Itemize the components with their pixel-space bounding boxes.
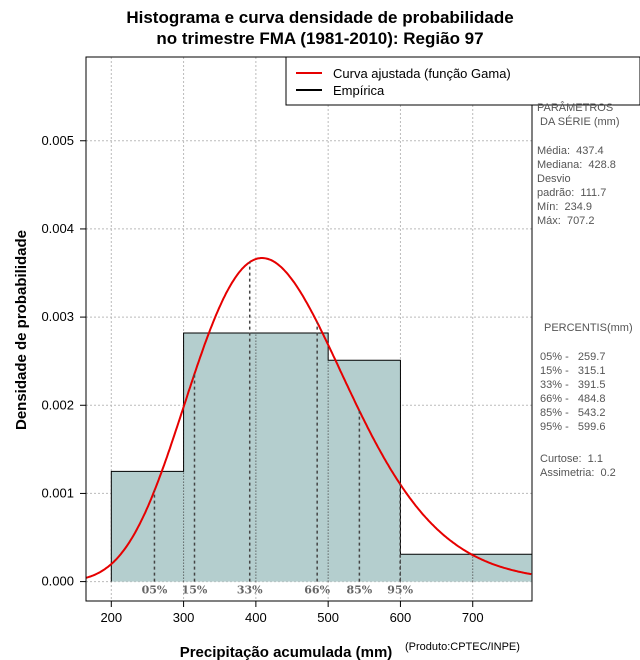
chart-title-line-1: Histograma e curva densidade de probabil… <box>126 8 514 27</box>
legend-label: Curva ajustada (função Gama) <box>333 66 511 81</box>
histogram-bar <box>183 332 256 582</box>
axes: 200 300 400 500 600 700 0.000 0.001 0.002 0.003 0.… <box>41 133 483 625</box>
legend: Curva ajustada (função Gama) Empírica <box>285 56 640 106</box>
x-tick-label: 400 <box>245 610 267 625</box>
x-tick-label: 600 <box>390 610 412 625</box>
bin-separators <box>183 332 474 582</box>
y-tick-label: 0.004 <box>41 221 74 236</box>
histogram-bar <box>328 360 401 582</box>
x-axis-label: Precipitação acumulada (mm) <box>180 644 393 660</box>
percentile-label: 66% <box>304 584 330 597</box>
histogram-bar <box>111 471 184 582</box>
empirical-outline <box>110 332 532 582</box>
percentile-markers: 05% 15% 33% 66% 85% 95% <box>142 262 414 597</box>
y-tick-label: 0.003 <box>41 309 74 324</box>
percentile-label: 95% <box>387 584 413 597</box>
x-tick-label: 200 <box>100 610 122 625</box>
percentile-label: 15% <box>182 584 208 597</box>
percentis-title: PERCENTIS(mm) <box>544 322 633 334</box>
y-axis-label: Densidade de probabilidade <box>13 230 30 430</box>
y-tick-label: 0.005 <box>41 133 74 148</box>
histogram-bar <box>255 332 329 582</box>
histogram-bar <box>472 554 532 582</box>
params-body: Média: 437.4 Mediana: 428.8 Desvio padrã… <box>537 145 616 227</box>
y-tick-label: 0.002 <box>41 397 74 412</box>
x-tick-label: 300 <box>173 610 195 625</box>
stats-body: Curtose: 1.1 Assimetria: 0.2 <box>540 453 616 479</box>
product-credit: (Produto:CPTEC/INPE) <box>405 641 520 653</box>
x-tick-label: 700 <box>462 610 484 625</box>
histogram-bar <box>400 554 473 582</box>
percentile-label: 33% <box>237 584 263 597</box>
percentile-label: 85% <box>347 584 373 597</box>
gamma-fit-curve <box>86 257 532 579</box>
chart-title-line-2: no trimestre FMA (1981-2010): Região 97 <box>156 29 484 48</box>
legend-label: Empírica <box>333 83 385 98</box>
percentile-label: 05% <box>142 584 168 597</box>
y-tick-label: 0.001 <box>41 485 74 500</box>
params-title: PARÂMETROS DA SÉRIE (mm) <box>537 102 620 128</box>
y-tick-label: 0.000 <box>41 574 74 589</box>
legend-box <box>285 56 640 106</box>
histogram-bars <box>111 332 532 582</box>
x-tick-label: 500 <box>317 610 339 625</box>
percentis-body: 05% - 259.7 15% - 315.1 33% - 391.5 66% … <box>540 351 606 433</box>
